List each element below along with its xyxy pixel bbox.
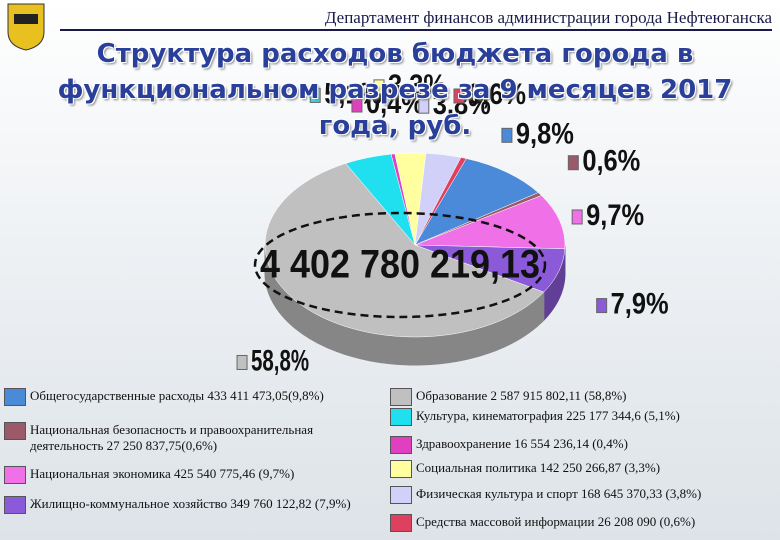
label-marker bbox=[596, 298, 608, 314]
legend-label: Образование 2 587 915 802,11 (58,8%) bbox=[416, 388, 627, 403]
logo bbox=[7, 3, 45, 51]
label-marker bbox=[373, 79, 385, 95]
legend-label: Физическая культура и спорт 168 645 370,… bbox=[416, 486, 702, 501]
legend-item: Культура, кинематография 225 177 344,6 (… bbox=[390, 408, 770, 426]
value-label: 7,9% bbox=[611, 287, 669, 320]
legend-item: Общегосударственные расходы 433 411 473,… bbox=[4, 388, 384, 406]
legend-item: Средства массовой информации 26 208 090 … bbox=[390, 514, 770, 532]
label-marker bbox=[309, 87, 321, 103]
label-marker bbox=[351, 97, 363, 113]
legend-label: Культура, кинематография 225 177 344,6 (… bbox=[416, 408, 680, 423]
legend-swatch bbox=[390, 436, 412, 454]
label-marker bbox=[453, 88, 465, 104]
legend-item: Образование 2 587 915 802,11 (58,8%) bbox=[390, 388, 770, 406]
legend-swatch bbox=[4, 496, 26, 514]
header: Департамент финансов администрации город… bbox=[60, 8, 772, 31]
value-label: 3,3% bbox=[388, 69, 446, 102]
center-amount: 4 402 780 219,13 bbox=[260, 243, 540, 287]
legend-item: Физическая культура и спорт 168 645 370,… bbox=[390, 486, 770, 504]
slice bbox=[414, 158, 539, 246]
legend-label: Национальная экономика 425 540 775,46 (9… bbox=[30, 466, 295, 481]
label-marker bbox=[236, 354, 248, 370]
legend-swatch bbox=[390, 388, 412, 406]
legend-swatch bbox=[4, 466, 26, 484]
value-label: 58,8% bbox=[251, 344, 309, 377]
slice bbox=[264, 163, 545, 338]
dashed-ellipse bbox=[253, 211, 547, 319]
value-label: 0,6% bbox=[468, 78, 526, 111]
value-label: 9,8% bbox=[516, 117, 574, 150]
legend-item: Социальная политика 142 250 266,87 (3,3%… bbox=[390, 460, 770, 478]
legend-swatch bbox=[390, 408, 412, 426]
chart-title: Структура расходов бюджета города в функ… bbox=[57, 39, 733, 141]
label-marker bbox=[501, 127, 513, 143]
slice bbox=[414, 195, 566, 250]
label-marker bbox=[418, 98, 430, 114]
legend-swatch bbox=[390, 514, 412, 532]
legend-swatch bbox=[4, 422, 26, 440]
value-label: 0,6% bbox=[582, 145, 640, 178]
legend-label: Здравоохранение 16 554 236,14 (0,4%) bbox=[416, 436, 628, 451]
legend-label: Средства массовой информации 26 208 090 … bbox=[416, 514, 696, 529]
legend-label: Жилищно-коммунальное хозяйство 349 760 1… bbox=[30, 496, 351, 511]
value-label: 9,7% bbox=[586, 199, 644, 232]
legend-item: Жилищно-коммунальное хозяйство 349 760 1… bbox=[4, 496, 384, 514]
legend-swatch bbox=[390, 460, 412, 478]
legend-swatch bbox=[4, 388, 26, 406]
label-marker bbox=[567, 155, 579, 171]
label-marker bbox=[571, 209, 583, 225]
legend-item: Здравоохранение 16 554 236,14 (0,4%) bbox=[390, 436, 770, 454]
legend-item: Национальная экономика 425 540 775,46 (9… bbox=[4, 466, 384, 484]
slice bbox=[414, 157, 467, 246]
legend-label: Национальная безопасность и правоохранит… bbox=[30, 422, 314, 453]
legend-item: Национальная безопасность и правоохранит… bbox=[4, 422, 384, 454]
legend-swatch bbox=[390, 486, 412, 504]
legend-label: Общегосударственные расходы 433 411 473,… bbox=[30, 388, 324, 403]
legend-label: Социальная политика 142 250 266,87 (3,3%… bbox=[416, 460, 661, 475]
